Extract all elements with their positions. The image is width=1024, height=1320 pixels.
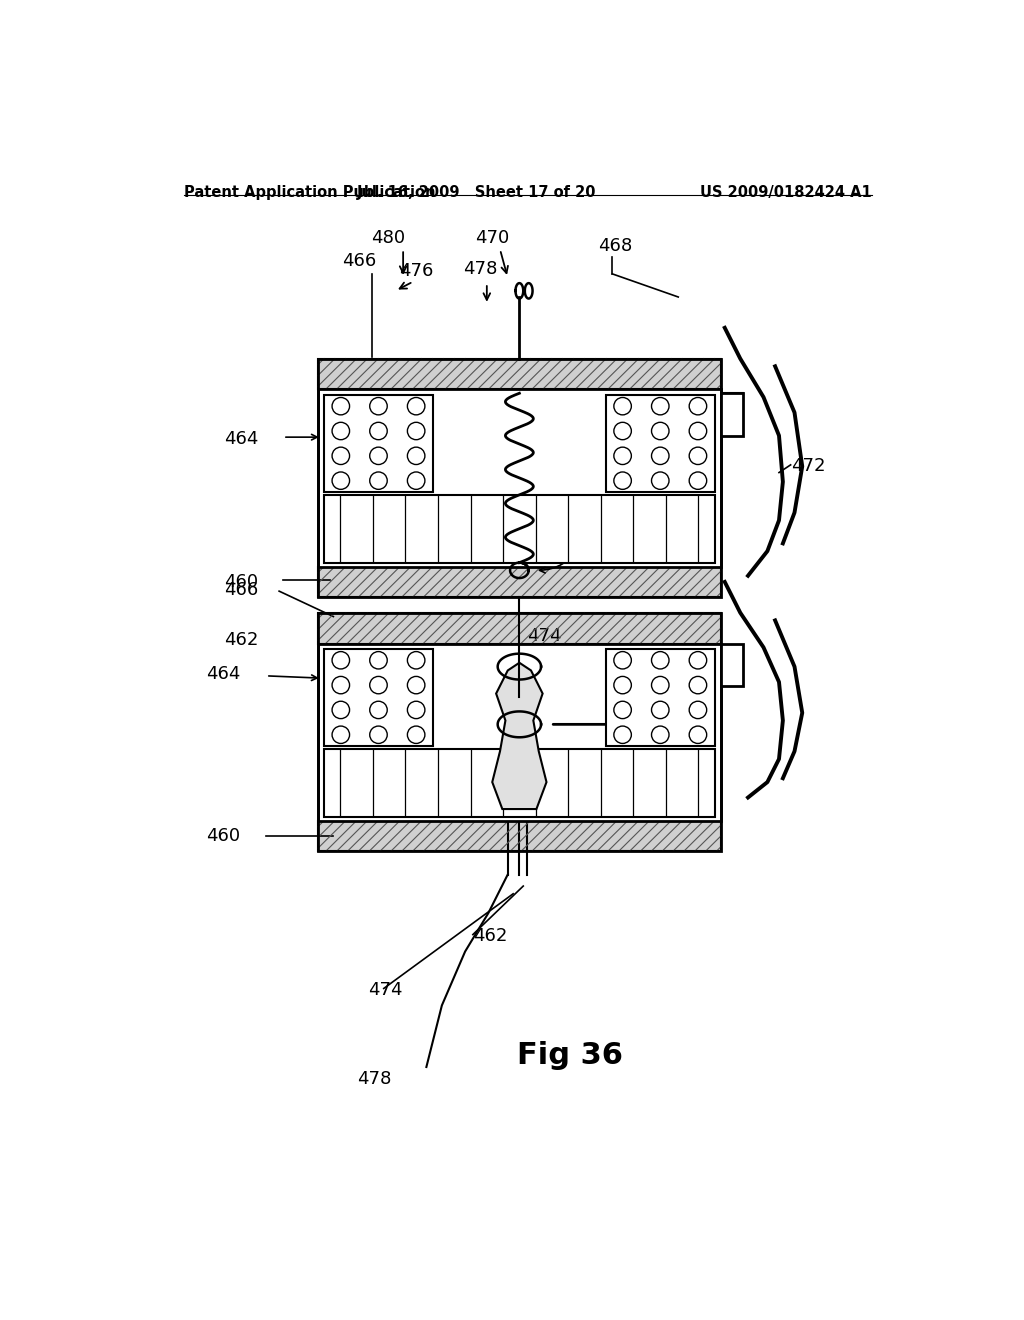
Circle shape bbox=[613, 726, 632, 743]
Text: 474: 474 bbox=[369, 981, 402, 999]
Polygon shape bbox=[324, 649, 433, 746]
Circle shape bbox=[613, 422, 632, 440]
Circle shape bbox=[651, 397, 669, 414]
Circle shape bbox=[689, 447, 707, 465]
Circle shape bbox=[651, 422, 669, 440]
Text: 460: 460 bbox=[206, 828, 241, 845]
Circle shape bbox=[689, 397, 707, 414]
Circle shape bbox=[370, 422, 387, 440]
Circle shape bbox=[332, 701, 349, 718]
Text: 478: 478 bbox=[464, 260, 498, 277]
Circle shape bbox=[332, 397, 349, 414]
Circle shape bbox=[408, 422, 425, 440]
Circle shape bbox=[651, 676, 669, 694]
Text: 466: 466 bbox=[224, 581, 258, 598]
Circle shape bbox=[408, 676, 425, 694]
Circle shape bbox=[651, 701, 669, 718]
Text: Patent Application Publication: Patent Application Publication bbox=[183, 185, 435, 201]
Polygon shape bbox=[721, 393, 742, 401]
Text: 474: 474 bbox=[527, 627, 561, 644]
Circle shape bbox=[332, 447, 349, 465]
Circle shape bbox=[689, 652, 707, 669]
Text: US 2009/0182424 A1: US 2009/0182424 A1 bbox=[700, 185, 872, 201]
Circle shape bbox=[370, 676, 387, 694]
Circle shape bbox=[689, 726, 707, 743]
Polygon shape bbox=[324, 750, 715, 817]
Circle shape bbox=[651, 447, 669, 465]
Circle shape bbox=[651, 726, 669, 743]
Circle shape bbox=[370, 701, 387, 718]
Circle shape bbox=[332, 676, 349, 694]
Circle shape bbox=[408, 397, 425, 414]
Circle shape bbox=[408, 726, 425, 743]
Text: 468: 468 bbox=[598, 236, 633, 255]
Circle shape bbox=[651, 473, 669, 490]
Text: 462: 462 bbox=[473, 927, 507, 945]
Circle shape bbox=[613, 397, 632, 414]
Circle shape bbox=[332, 473, 349, 490]
Text: Jul. 16, 2009   Sheet 17 of 20: Jul. 16, 2009 Sheet 17 of 20 bbox=[357, 185, 597, 201]
Circle shape bbox=[689, 422, 707, 440]
Circle shape bbox=[332, 422, 349, 440]
Circle shape bbox=[332, 726, 349, 743]
Text: Fig 36: Fig 36 bbox=[517, 1041, 623, 1071]
Circle shape bbox=[613, 652, 632, 669]
Text: 464: 464 bbox=[206, 665, 241, 684]
Circle shape bbox=[370, 447, 387, 465]
Text: 466: 466 bbox=[342, 252, 376, 271]
Text: 478: 478 bbox=[356, 1069, 391, 1088]
Circle shape bbox=[613, 447, 632, 465]
Circle shape bbox=[408, 701, 425, 718]
Polygon shape bbox=[317, 644, 721, 821]
Text: 468: 468 bbox=[616, 762, 650, 780]
Circle shape bbox=[689, 676, 707, 694]
Polygon shape bbox=[324, 495, 715, 562]
Circle shape bbox=[408, 652, 425, 669]
Circle shape bbox=[370, 652, 387, 669]
Circle shape bbox=[613, 701, 632, 718]
Polygon shape bbox=[317, 566, 721, 598]
Bar bbox=[721, 393, 742, 436]
Polygon shape bbox=[317, 612, 721, 644]
Text: 480: 480 bbox=[586, 531, 620, 549]
Text: 470: 470 bbox=[475, 228, 509, 247]
Text: 476: 476 bbox=[399, 263, 433, 280]
Bar bbox=[721, 644, 742, 686]
Circle shape bbox=[370, 397, 387, 414]
Circle shape bbox=[370, 473, 387, 490]
Circle shape bbox=[408, 447, 425, 465]
Polygon shape bbox=[317, 389, 721, 566]
Circle shape bbox=[689, 473, 707, 490]
Text: 460: 460 bbox=[224, 573, 258, 591]
Circle shape bbox=[651, 652, 669, 669]
Polygon shape bbox=[317, 821, 721, 851]
Circle shape bbox=[408, 473, 425, 490]
Circle shape bbox=[613, 676, 632, 694]
Polygon shape bbox=[324, 395, 433, 492]
Circle shape bbox=[370, 726, 387, 743]
Circle shape bbox=[332, 652, 349, 669]
Text: 464: 464 bbox=[224, 430, 258, 449]
Text: 472: 472 bbox=[791, 458, 825, 475]
Circle shape bbox=[613, 473, 632, 490]
Text: 480: 480 bbox=[371, 228, 404, 247]
Polygon shape bbox=[493, 663, 547, 809]
Polygon shape bbox=[606, 395, 715, 492]
Circle shape bbox=[689, 701, 707, 718]
Text: 462: 462 bbox=[224, 631, 258, 648]
Polygon shape bbox=[606, 649, 715, 746]
Polygon shape bbox=[317, 359, 721, 389]
